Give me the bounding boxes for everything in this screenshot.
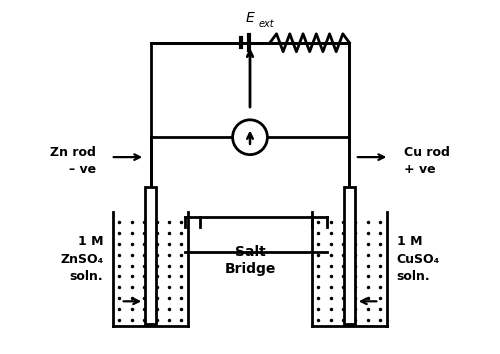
Text: $E$: $E$: [244, 11, 256, 25]
Text: 1 M: 1 M: [78, 235, 104, 248]
Bar: [344, 187, 355, 324]
Text: Zn rod: Zn rod: [50, 145, 96, 159]
Text: Cu rod: Cu rod: [404, 145, 450, 159]
Text: + ve: + ve: [404, 163, 436, 176]
Text: soln.: soln.: [396, 270, 430, 283]
Text: ext: ext: [259, 19, 274, 29]
Text: CuSO₄: CuSO₄: [396, 252, 440, 266]
Text: ZnSO₄: ZnSO₄: [60, 252, 104, 266]
Text: soln.: soln.: [70, 270, 103, 283]
Text: – ve: – ve: [68, 163, 96, 176]
Text: Salt: Salt: [234, 245, 266, 258]
Bar: [145, 187, 156, 324]
Text: 1 M: 1 M: [396, 235, 422, 248]
Text: Bridge: Bridge: [224, 262, 276, 276]
Circle shape: [232, 120, 268, 155]
